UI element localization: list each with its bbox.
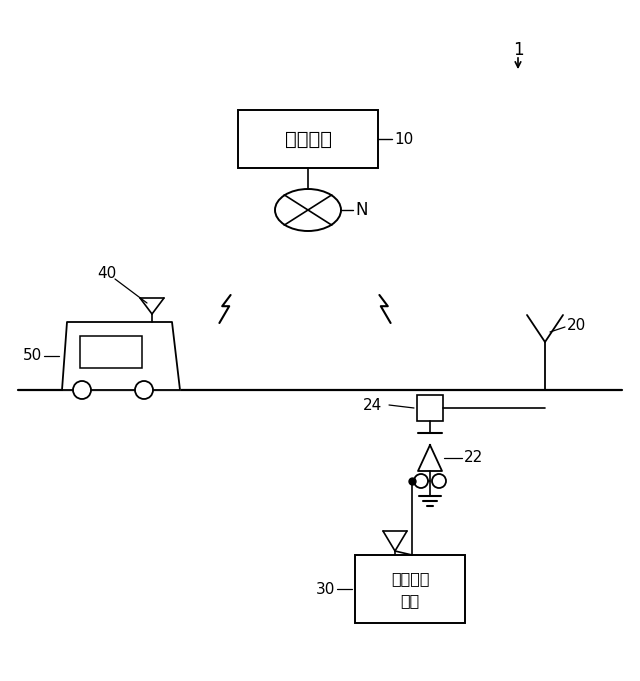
- Ellipse shape: [275, 189, 341, 231]
- Polygon shape: [418, 445, 442, 471]
- Text: 踏切制御: 踏切制御: [391, 571, 429, 586]
- Bar: [417, 395, 443, 421]
- Text: N: N: [355, 201, 367, 219]
- Bar: [355, 555, 465, 623]
- Text: 50: 50: [23, 349, 42, 364]
- Text: 10: 10: [394, 131, 413, 146]
- Text: 30: 30: [316, 582, 335, 597]
- Text: 22: 22: [464, 451, 483, 466]
- Bar: [238, 110, 378, 168]
- Circle shape: [432, 474, 446, 488]
- Bar: [80, 336, 142, 368]
- Text: 中央装置: 中央装置: [285, 129, 332, 148]
- Text: 1: 1: [513, 41, 524, 59]
- Circle shape: [414, 474, 428, 488]
- Circle shape: [73, 381, 91, 399]
- Circle shape: [135, 381, 153, 399]
- Polygon shape: [62, 322, 180, 390]
- Text: 20: 20: [567, 317, 586, 332]
- Text: 装置: 装置: [401, 594, 420, 609]
- Text: 40: 40: [97, 266, 116, 281]
- Text: 24: 24: [363, 398, 382, 413]
